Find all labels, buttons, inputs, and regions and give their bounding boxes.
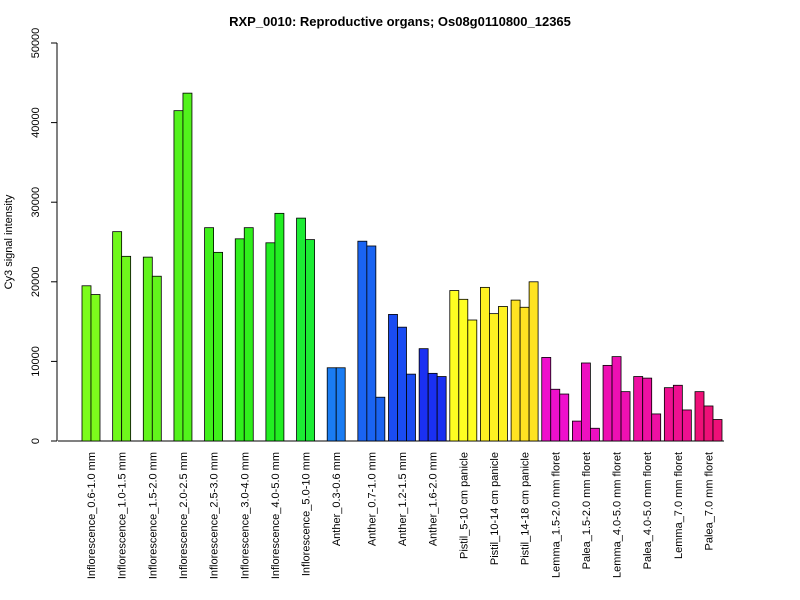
bar [550,388,561,442]
x-tick-label: Inflorescence_0.6-1.0 mm [86,452,98,579]
x-tick-label: Inflorescence_4.0-5.0 mm [270,452,282,579]
bars-group [81,92,723,442]
bar [357,240,368,442]
bar [541,357,552,442]
x-tick-label: Palea_4.0-5.0 mm floret [642,452,654,569]
bar [418,348,429,442]
x-tick-label: Anther_1.6-2.0 mm [428,452,440,546]
y-tick-label: 20000 [30,267,42,298]
x-tick-label: Pistil_10-14 cm panicle [489,452,501,565]
bar [388,314,398,442]
bar [406,373,416,442]
bar [620,391,631,442]
x-tick-label: Inflorescence_2.0-2.5 mm [178,452,190,579]
y-tick-label: 30000 [30,187,42,218]
bar [681,409,692,442]
x-tick-label: Inflorescence_1.0-1.5 mm [117,452,129,579]
x-tick-label: Anther_0.3-0.6 mm [331,452,343,546]
bar [397,326,407,442]
y-tick-label: 0 [30,438,42,444]
y-tick-label: 50000 [30,28,42,59]
bar [480,286,490,442]
bar [182,92,193,442]
y-axis-label: Cy3 signal intensity [3,194,15,289]
bar [712,419,723,442]
bar [559,393,570,442]
bar [274,212,285,442]
bar [213,251,224,442]
bar [112,231,123,442]
y-tick-label: 10000 [30,346,42,377]
bar [581,362,591,442]
bar [510,299,521,442]
bar [436,376,447,442]
bar [375,396,386,442]
bar [611,356,622,442]
bar [572,420,582,442]
x-tick-label: Lemma_7.0 mm floret [673,452,685,559]
x-axis-labels: Inflorescence_0.6-1.0 mm Inflorescence_1.… [86,452,716,579]
bar [519,306,530,442]
bar [458,298,469,442]
y-tick-label: 40000 [30,107,42,138]
bar [305,239,315,442]
x-tick-label: Inflorescence_3.0-4.0 mm [239,452,251,579]
bar [427,372,438,442]
bar [528,281,539,442]
bar [366,245,377,442]
bar [590,427,600,442]
bar [651,413,662,442]
x-tick-label: Inflorescence_2.5-3.0 mm [209,452,221,579]
bar [703,405,714,442]
bar [335,367,346,442]
bar [173,110,184,442]
bar [489,313,499,442]
x-tick-label: Pistil_14-18 cm panicle [520,452,532,565]
x-tick-label: Pistil_5-10 cm panicle [458,452,470,559]
bar [243,227,254,442]
bar [81,285,92,442]
x-tick-label: Palea_7.0 mm floret [704,452,716,550]
bar [602,364,613,442]
bar [90,294,101,442]
bar [234,238,245,442]
bar [296,217,306,442]
bar [151,275,162,442]
bar [449,290,460,442]
bar [633,376,644,442]
x-tick-label: Inflorescence_5.0-10 mm [301,452,313,576]
bar [642,377,653,442]
bar [265,242,276,442]
bar [498,306,508,442]
x-tick-label: Anther_1.2-1.5 mm [397,452,409,546]
x-tick-label: Inflorescence_1.5-2.0 mm [147,452,159,579]
x-tick-label: Anther_0.7-1.0 mm [366,452,378,546]
x-tick-label: Palea_1.5-2.0 mm floret [581,452,593,569]
bar [694,391,705,442]
bar [142,256,153,442]
bar [204,227,215,442]
chart-title: RXP_0010: Reproductive organs; Os08g0110… [229,14,571,29]
bar [121,255,132,442]
bar [326,367,337,442]
y-axis-ticks: 0 10000 20000 30000 40000 50000 [30,28,57,444]
x-tick-label: Lemma_1.5-2.0 mm floret [550,452,562,578]
bar [663,387,674,442]
bar [672,384,683,442]
bar [467,319,478,442]
x-tick-label: Lemma_4.0-5.0 mm floret [612,452,624,578]
